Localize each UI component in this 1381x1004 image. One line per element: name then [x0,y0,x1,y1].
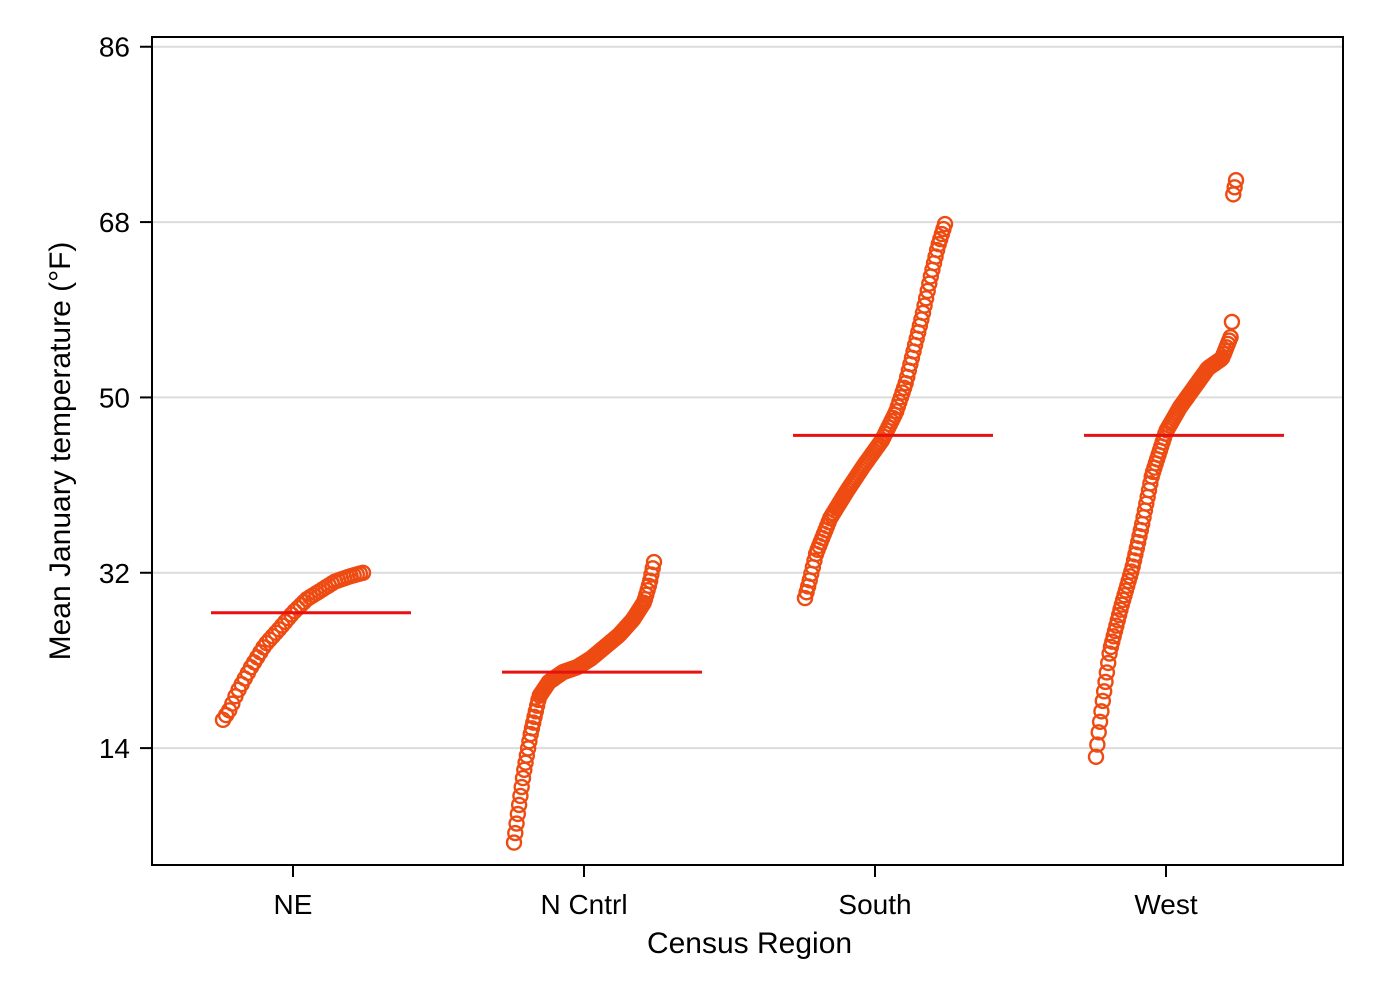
x-tick-label: NE [274,889,313,920]
data-point [644,560,661,577]
data-point [1222,328,1239,346]
x-tick-label: South [838,889,911,920]
data-points [214,171,1245,851]
y-tick-label: 86 [99,32,130,63]
data-point [914,304,932,322]
x-axis-title: Census Region [647,927,852,960]
y-tick-label: 68 [99,207,130,238]
data-point [1226,179,1243,196]
data-point [1100,654,1117,672]
data-point [507,824,524,842]
plot-frame [151,36,1344,866]
mean-lines [211,433,1284,674]
data-point [916,297,933,314]
data-point [354,564,372,581]
data-point [1094,692,1111,710]
data-point [917,290,935,307]
data-point [1223,313,1241,331]
data-point [514,769,532,787]
data-point [1227,171,1245,189]
data-point [1093,703,1110,720]
data-point [509,805,527,823]
data-point [1089,736,1106,753]
data-point [919,282,936,300]
y-tick-label: 50 [99,382,130,413]
x-tick-label: N Cntrl [540,889,627,920]
data-point [1101,645,1118,662]
data-point [1095,683,1113,700]
x-axis: NE N Cntrl South West [274,865,1198,920]
y-axis-title: Mean January temperature (°F) [44,242,77,661]
y-tick-label: 14 [99,733,130,764]
y-axis: 14 32 50 68 86 [99,32,152,764]
y-tick-label: 32 [99,558,130,589]
data-point [806,552,823,569]
data-point [505,834,523,851]
data-point [1091,713,1109,730]
x-tick-label: West [1134,889,1197,920]
data-point [1142,475,1159,492]
data-point [1087,748,1105,766]
data-point [513,778,530,796]
grid-lines [152,45,1343,750]
data-point [645,553,663,571]
data-point [224,695,241,712]
data-point [1098,664,1116,681]
data-point [1090,724,1107,741]
data-point [1097,673,1114,691]
data-point [508,815,525,832]
data-point [510,796,528,814]
data-point [512,787,529,805]
data-point [936,215,954,233]
